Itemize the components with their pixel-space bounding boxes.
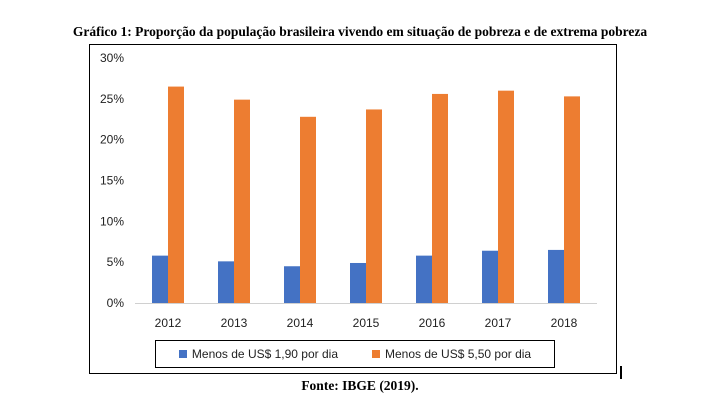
bar-series-1-2013 (218, 261, 234, 303)
legend-swatch-series-1 (178, 350, 187, 358)
y-tick-label: 30% (100, 51, 124, 65)
x-tick-label: 2013 (221, 316, 248, 330)
y-tick-label: 10% (100, 214, 124, 228)
bar-series-2-2015 (366, 109, 382, 303)
bar-series-1-2018 (548, 249, 564, 303)
x-tick-label: 2018 (551, 316, 578, 330)
y-tick-label: 25% (100, 92, 124, 106)
legend-item-series-2: Menos de US$ 5,50 por dia (372, 347, 531, 361)
bar-series-1-2017 (482, 250, 498, 303)
bar-series-1-2014 (284, 266, 300, 303)
bar-series-1-2012 (152, 255, 168, 303)
x-tick-label: 2015 (353, 316, 380, 330)
bar-series-1-2016 (416, 255, 432, 303)
y-tick-label: 0% (107, 296, 125, 310)
y-tick-label: 5% (107, 255, 125, 269)
chart-legend: Menos de US$ 1,90 por dia Menos de US$ 5… (155, 340, 555, 368)
figure-title: Gráfico 1: Proporção da população brasil… (72, 24, 648, 39)
bar-series-2-2017 (498, 90, 514, 304)
source-caption: Fonte: IBGE (2019). (301, 378, 419, 393)
bar-series-2-2012 (168, 86, 184, 303)
x-tick-label: 2017 (485, 316, 512, 330)
legend-label-series-1: Menos de US$ 1,90 por dia (191, 347, 338, 361)
bar-series-2-2014 (300, 116, 316, 303)
legend-item-series-1: Menos de US$ 1,90 por dia (178, 347, 338, 361)
bar-series-2-2018 (564, 96, 580, 303)
bar-series-1-2015 (350, 262, 366, 303)
bar-series-2-2016 (432, 93, 448, 303)
y-tick-label: 20% (100, 133, 124, 147)
legend-swatch-series-2 (372, 350, 380, 358)
legend-label-series-2: Menos de US$ 5,50 por dia (385, 347, 532, 361)
y-tick-label: 15% (100, 174, 124, 188)
x-tick-label: 2012 (155, 316, 182, 330)
frame-edge-mark (620, 366, 622, 379)
x-tick-label: 2016 (419, 316, 446, 330)
x-tick-label: 2014 (287, 316, 314, 330)
bar-series-2-2013 (234, 99, 250, 304)
